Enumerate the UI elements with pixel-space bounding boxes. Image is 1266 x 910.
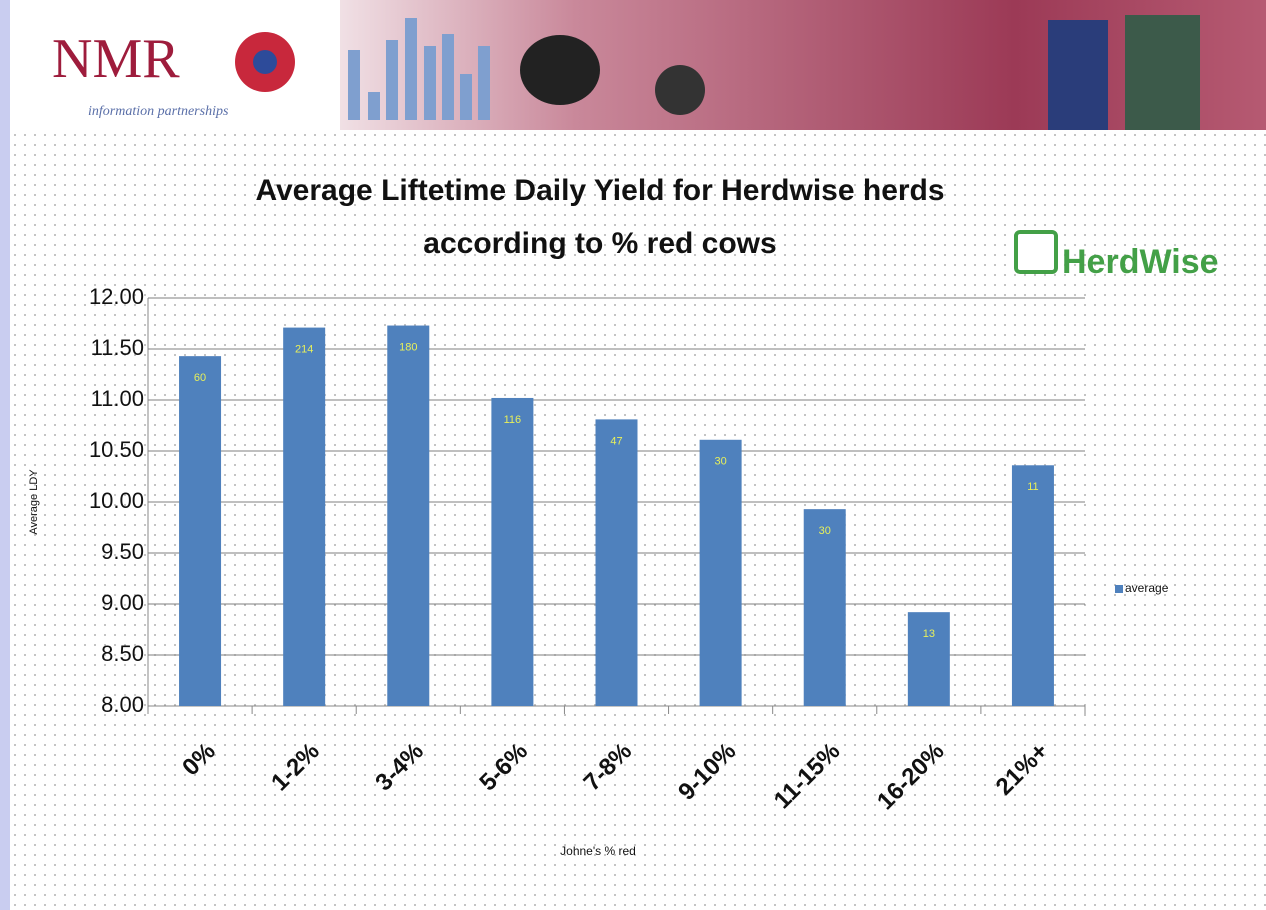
cow-image xyxy=(520,35,600,105)
bar xyxy=(387,325,430,706)
bar xyxy=(803,509,846,706)
bar-label: 30 xyxy=(819,525,831,537)
legend-label: average xyxy=(1125,581,1169,595)
x-axis-label: Johne's % red xyxy=(560,844,636,858)
bar xyxy=(595,419,638,706)
y-tick-label: 9.50 xyxy=(101,539,144,564)
brand-icon xyxy=(1014,230,1058,274)
y-tick-label: 8.50 xyxy=(101,641,144,666)
y-tick-label: 12.00 xyxy=(89,284,144,309)
y-tick-label: 11.00 xyxy=(91,386,144,411)
bar xyxy=(491,397,534,706)
bar-label: 13 xyxy=(923,628,935,640)
y-tick-label: 11.50 xyxy=(91,335,144,360)
x-tick-label: 5-6% xyxy=(474,738,533,797)
x-tick-label: 3-4% xyxy=(370,738,429,797)
y-tick-label: 10.00 xyxy=(89,488,144,513)
x-tick-label: 1-2% xyxy=(266,738,325,797)
logo-text: NMR xyxy=(52,28,180,90)
bar xyxy=(179,356,222,706)
logo-mark xyxy=(253,50,277,74)
bar-label: 180 xyxy=(399,341,417,353)
bar xyxy=(907,612,950,706)
bar-label: 11 xyxy=(1027,481,1038,493)
y-tick-label: 9.00 xyxy=(101,590,144,615)
logo-tagline: information partnerships xyxy=(88,104,229,119)
x-tick-label: 11-15% xyxy=(769,738,846,815)
bar-label: 214 xyxy=(295,343,313,355)
bar xyxy=(283,327,326,706)
x-tick-label: 21%+ xyxy=(991,738,1054,801)
chart-title: Average Liftetime Daily Yield for Herdwi… xyxy=(255,174,944,207)
bar xyxy=(699,439,742,706)
cow-image xyxy=(655,65,705,115)
bar-label: 47 xyxy=(610,435,622,447)
legend-swatch xyxy=(1115,585,1123,593)
x-tick-label: 0% xyxy=(177,738,221,782)
slide xyxy=(10,0,1266,910)
bar-label: 60 xyxy=(194,372,206,384)
bar-label: 116 xyxy=(504,414,522,426)
people-image xyxy=(1125,15,1200,130)
brand-logo: HerdWise xyxy=(1062,243,1219,281)
banner-art xyxy=(348,18,490,120)
x-tick-label: 9-10% xyxy=(673,738,741,806)
y-tick-label: 10.50 xyxy=(89,437,144,462)
x-tick-label: 16-20% xyxy=(872,738,950,816)
people-image xyxy=(1048,20,1108,130)
bar-label: 30 xyxy=(714,456,726,468)
x-tick-label: 7-8% xyxy=(579,738,638,797)
bar xyxy=(1011,465,1054,706)
y-tick-label: 8.00 xyxy=(101,692,144,717)
y-axis-label: Average LDY xyxy=(28,469,40,535)
chart-title: according to % red cows xyxy=(423,227,776,260)
